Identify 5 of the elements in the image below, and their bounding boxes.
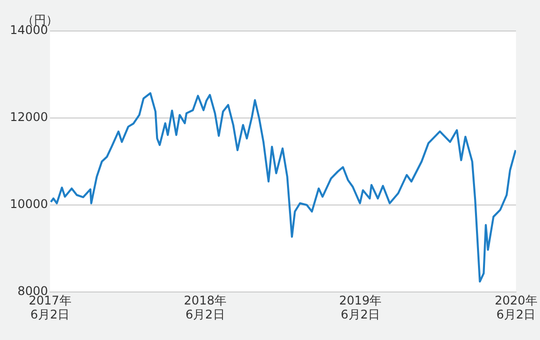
x-tick-label: 2020年 6月2日 <box>494 293 538 322</box>
x-tick-label: 2018年 6月2日 <box>184 293 226 322</box>
x-tick-label: 2019年 6月2日 <box>339 293 382 322</box>
y-tick-label: 12000 <box>10 110 48 124</box>
y-tick-label: 10000 <box>10 197 48 212</box>
